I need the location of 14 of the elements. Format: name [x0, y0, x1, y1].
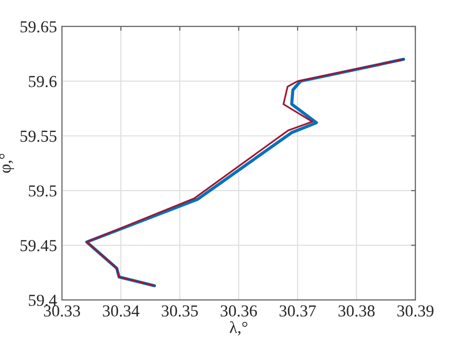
- x-tick-label: 30.37: [280, 305, 316, 317]
- x-tick-label: 30.38: [338, 305, 375, 317]
- x-axis-title: λ,°: [230, 321, 248, 336]
- x-tick-label: 30.39: [397, 305, 434, 317]
- x-tick-label: 30.36: [220, 305, 257, 317]
- y-tick-label: 59.55: [20, 130, 56, 142]
- y-tick-label: 59.4: [28, 294, 57, 306]
- x-tick-label: 30.33: [44, 305, 80, 317]
- x-tick-label: 30.35: [162, 305, 198, 317]
- y-tick-label: 59.65: [20, 21, 56, 33]
- y-tick-label: 59.6: [28, 76, 57, 88]
- y-tick-label: 59.5: [28, 185, 56, 197]
- y-tick-label: 59.45: [20, 240, 56, 252]
- x-tick-label: 30.34: [102, 305, 140, 317]
